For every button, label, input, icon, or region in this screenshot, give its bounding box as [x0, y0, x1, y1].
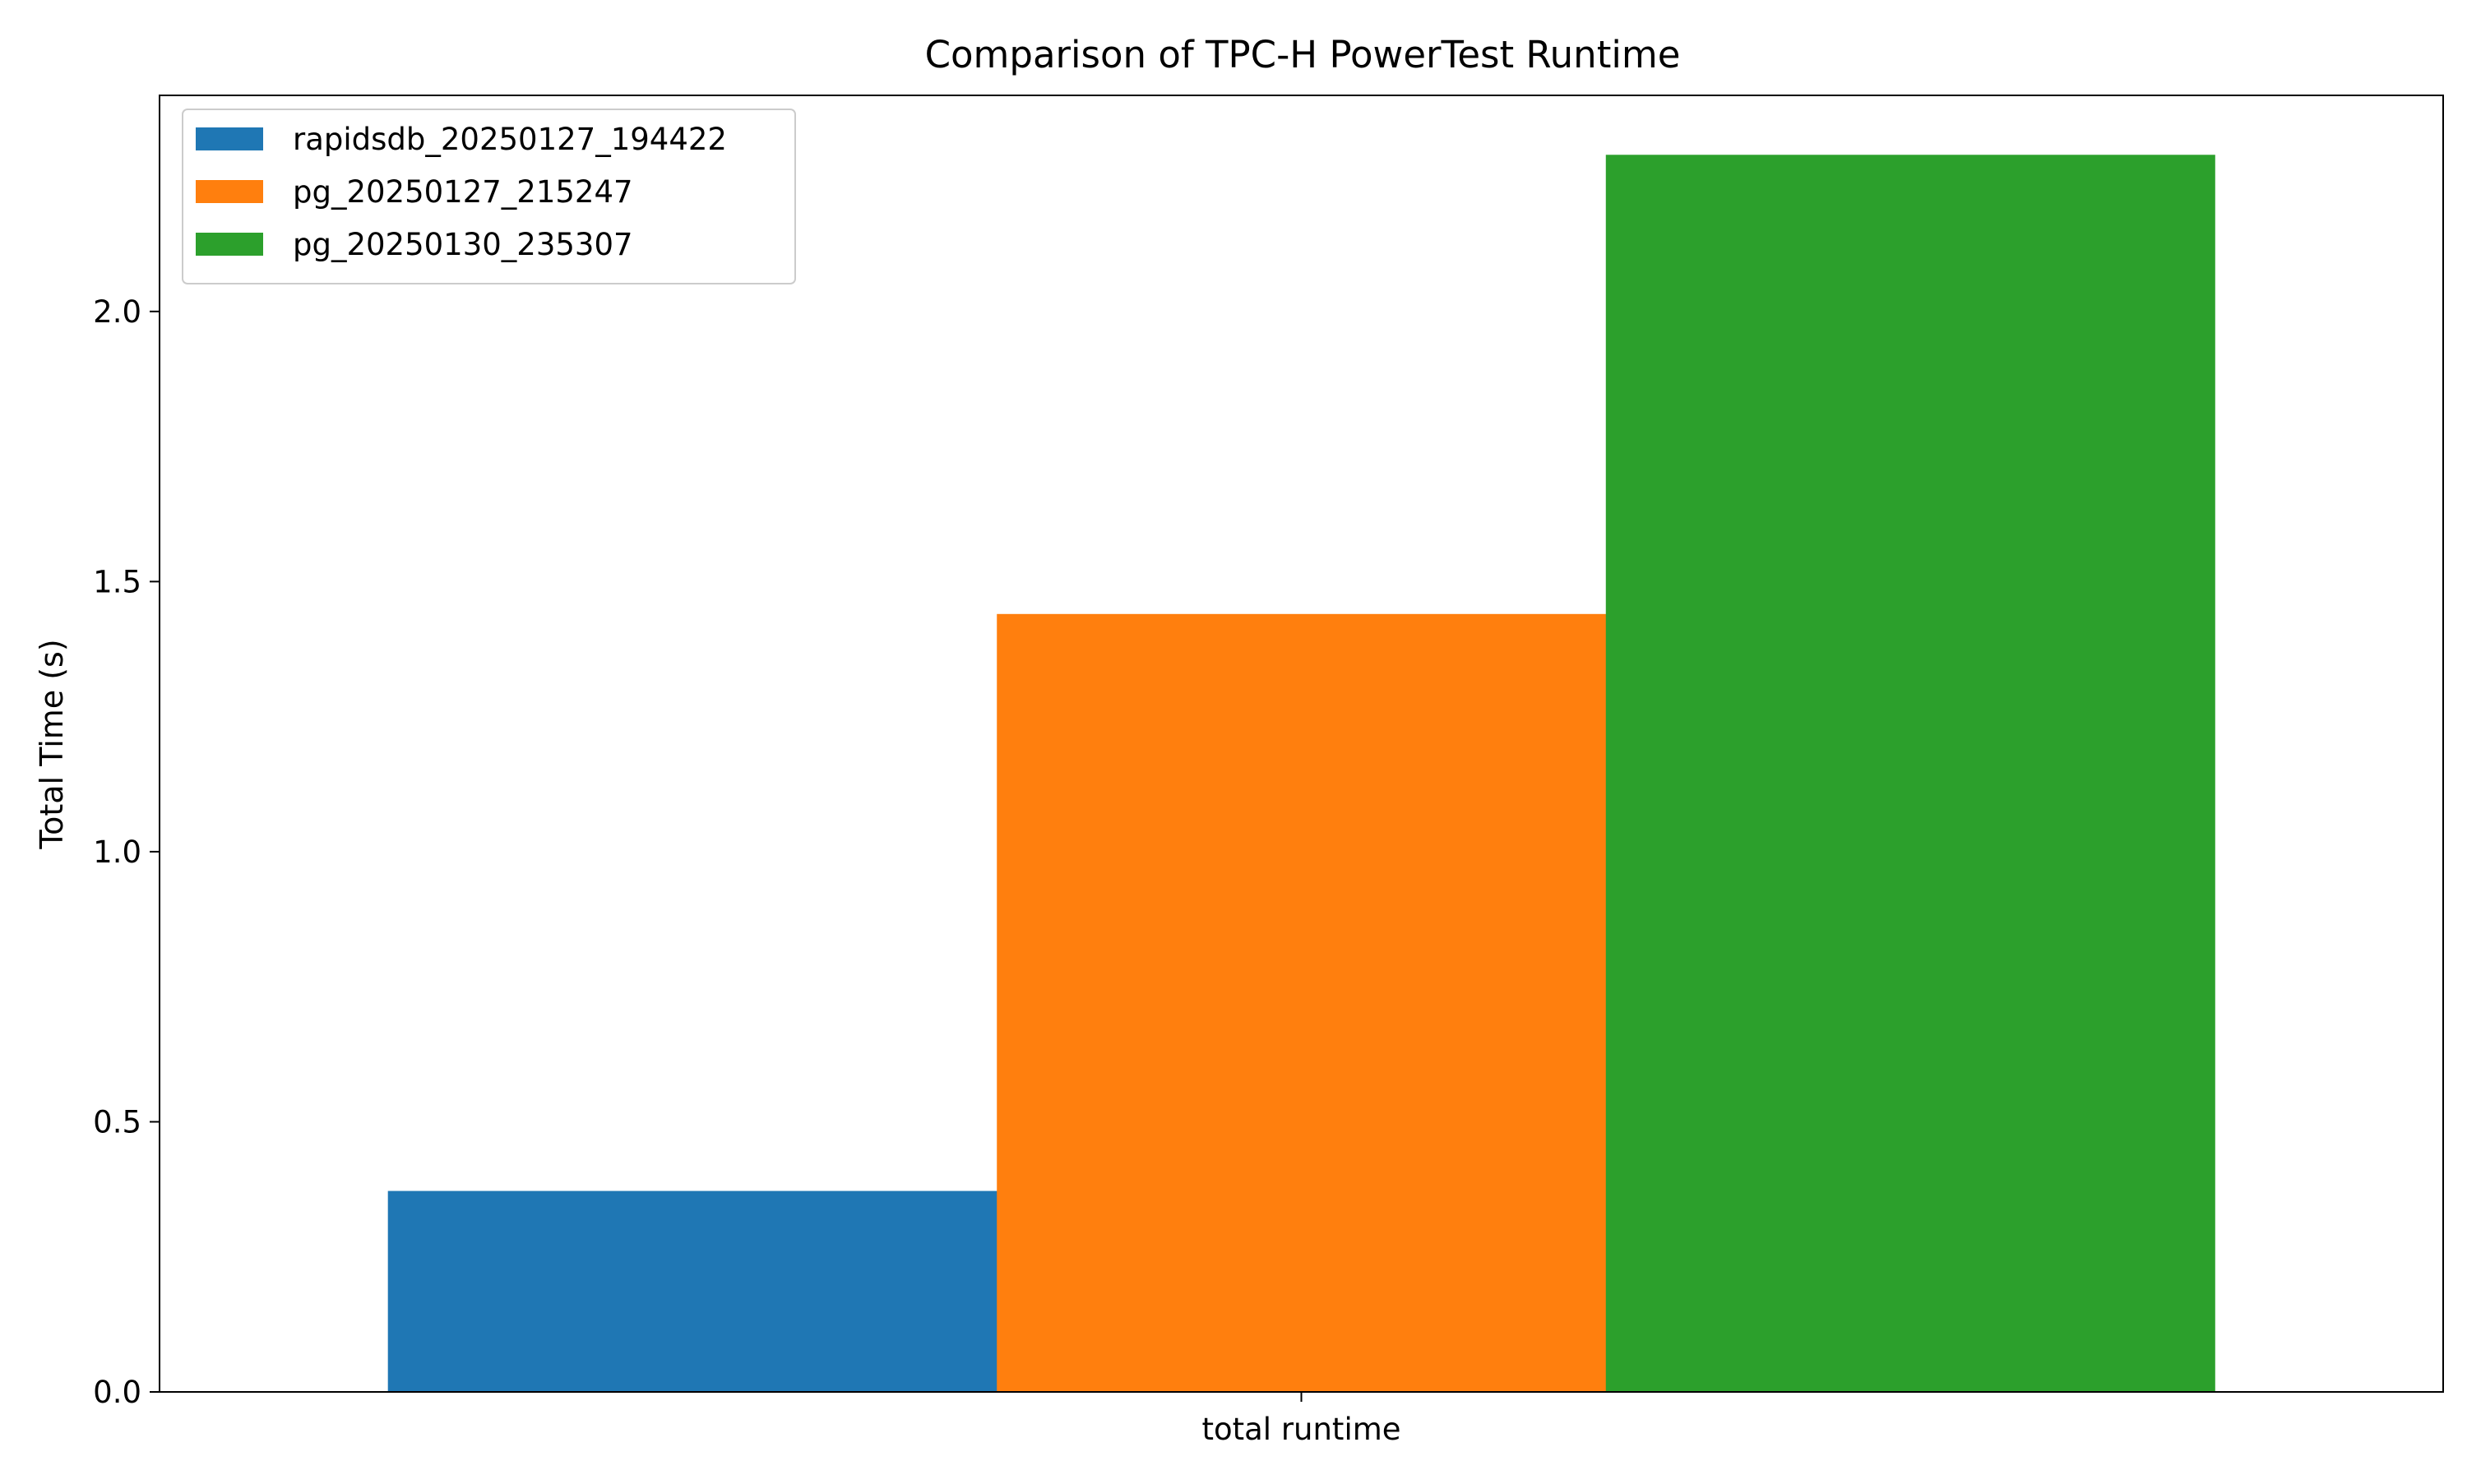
y-tick-label: 1.0 — [93, 834, 141, 870]
legend: rapidsdb_20250127_194422 pg_20250127_2152… — [182, 109, 796, 284]
plot-frame — [159, 95, 2444, 1393]
x-tick-label: total runtime — [1201, 1412, 1400, 1447]
y-tick-label: 1.5 — [93, 564, 141, 599]
y-tick-label: 0.5 — [93, 1104, 141, 1140]
bars-layer — [387, 155, 2215, 1392]
legend-label: pg_20250130_235307 — [293, 227, 633, 262]
chart-title: Comparison of TPC-H PowerTest Runtime — [925, 33, 1681, 76]
legend-swatch — [196, 127, 263, 150]
axes-layer: total runtime 0.0 0.5 1.0 1.5 2.0 — [93, 95, 2444, 1447]
bar-2 — [1605, 155, 2215, 1392]
y-tick-label: 2.0 — [93, 294, 141, 330]
bar-1 — [997, 613, 1607, 1392]
legend-label: rapidsdb_20250127_194422 — [293, 122, 727, 157]
legend-swatch — [196, 180, 263, 203]
y-tick-label: 0.0 — [93, 1375, 141, 1410]
y-axis-label: Total Time (s) — [34, 639, 70, 849]
legend-label: pg_20250127_215247 — [293, 174, 633, 210]
legend-swatch — [196, 233, 263, 256]
legend-box — [182, 109, 796, 284]
bar-0 — [387, 1190, 997, 1392]
